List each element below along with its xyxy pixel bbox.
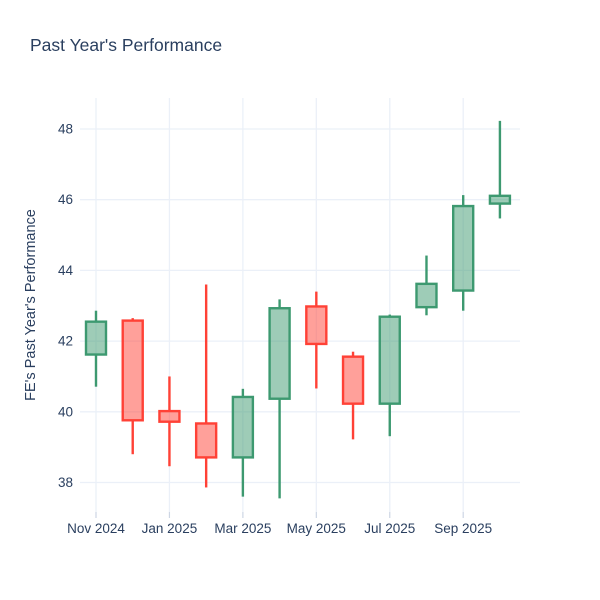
y-tick-label: 44 — [58, 263, 74, 278]
candle-aug-2025 — [415, 255, 438, 316]
y-axis-title: FE's Past Year's Performance — [23, 209, 39, 401]
candle-body — [268, 307, 291, 400]
axis-tick-labels: 38 40 42 44 46 48 Nov 2024 Jan 2025 Mar 2025 May … — [58, 122, 492, 537]
candle-may-2025 — [305, 291, 328, 389]
candle-body — [158, 409, 181, 423]
candle-body — [305, 305, 328, 346]
candle-body — [415, 282, 438, 309]
candle-body — [194, 422, 218, 459]
x-tick-label: Jul 2025 — [364, 521, 415, 536]
x-tick-label: Jan 2025 — [142, 521, 198, 536]
y-tick-label: 46 — [58, 192, 73, 207]
candle-body — [452, 204, 475, 292]
candle-jul-2025 — [378, 314, 401, 437]
candle-mar-2025 — [231, 388, 255, 497]
y-tick-label: 40 — [58, 404, 73, 419]
candle-dec-2024 — [121, 318, 144, 455]
chart-title: Past Year's Performance — [30, 35, 222, 55]
candle-sep-2025 — [452, 195, 475, 311]
candle-body — [378, 315, 401, 405]
candle-body — [231, 395, 255, 459]
plot-area[interactable] — [84, 120, 512, 499]
y-tick-label: 38 — [58, 475, 73, 490]
candle-body — [84, 320, 108, 356]
candle-feb-2025 — [194, 284, 218, 488]
candle-jun-2025 — [341, 351, 365, 440]
y-tick-label: 48 — [58, 122, 73, 137]
x-tick-label: Nov 2024 — [67, 521, 125, 536]
candle-body — [488, 194, 512, 205]
x-tick-label: Mar 2025 — [214, 521, 271, 536]
candle-nov-2024 — [84, 310, 108, 387]
x-tick-label: Sep 2025 — [434, 521, 492, 536]
grid-layer — [80, 98, 520, 512]
x-tick-label: May 2025 — [287, 521, 346, 536]
candle-oct-2025 — [488, 120, 512, 219]
candle-jan-2025 — [158, 376, 181, 467]
candle-body — [341, 355, 365, 405]
candle-apr-2025 — [268, 299, 291, 499]
y-tick-label: 42 — [58, 334, 73, 349]
candles — [84, 120, 512, 499]
candle-body — [121, 319, 144, 422]
